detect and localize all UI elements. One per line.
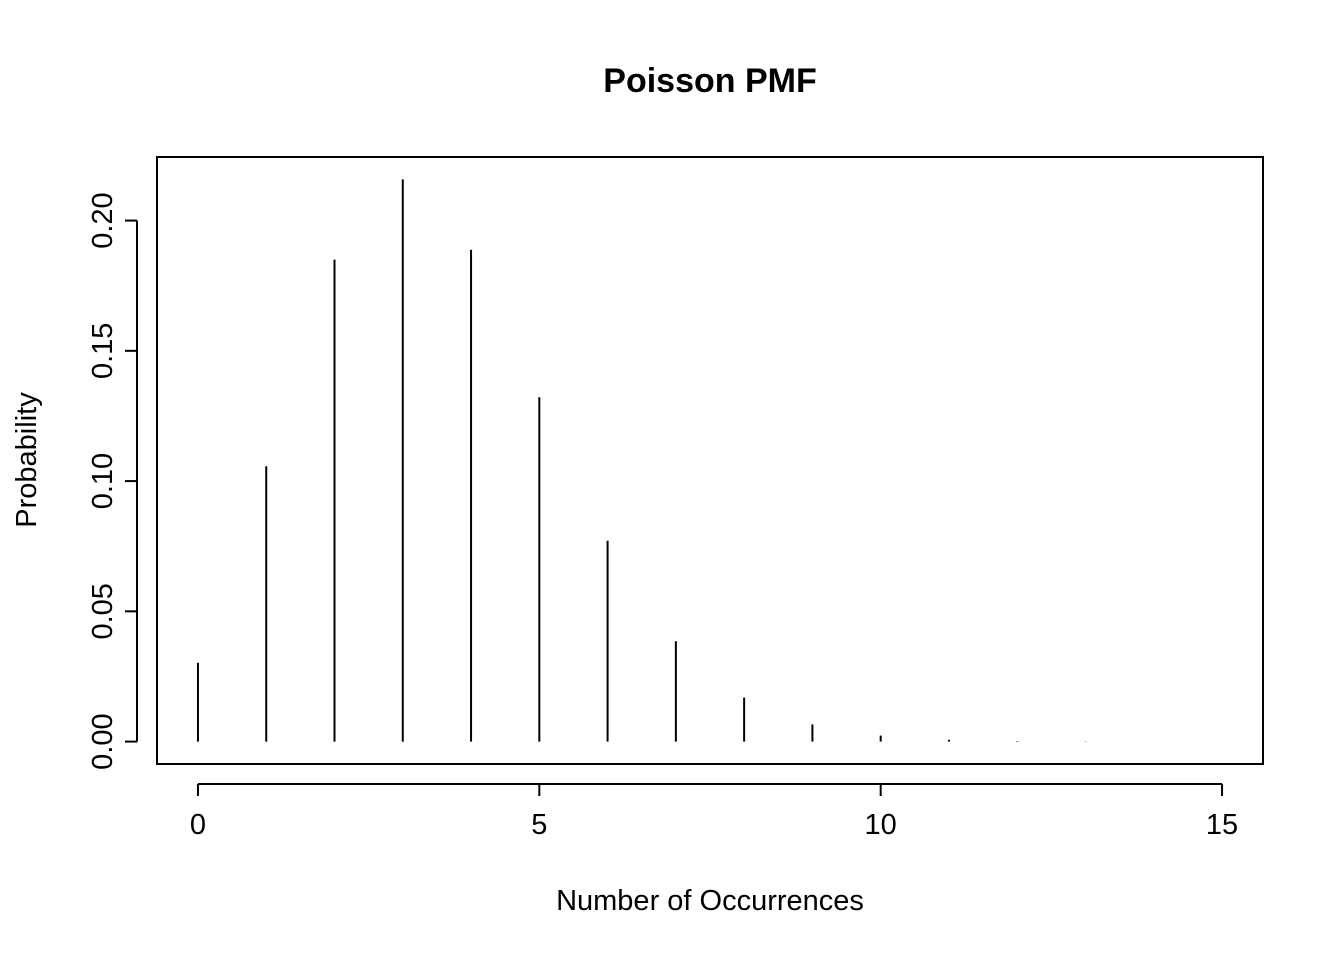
y-tick-label-2: 0.10 <box>87 453 119 509</box>
y-tick-label-1: 0.05 <box>87 583 119 639</box>
x-tick-label-10: 10 <box>865 809 897 841</box>
x-tick-label-15: 15 <box>1206 809 1238 841</box>
y-tick-label-0: 0.00 <box>87 713 119 769</box>
x-tick-label-5: 5 <box>531 809 547 841</box>
y-tick-label-3: 0.15 <box>87 323 119 379</box>
x-axis: 0 5 10 15 <box>190 783 1238 841</box>
y-axis-label: Probability <box>11 392 43 528</box>
x-tick-label-0: 0 <box>190 809 206 841</box>
y-axis: 0.00 0.05 0.10 0.15 0.20 <box>87 192 138 770</box>
plot-frame <box>156 156 1264 765</box>
chart-title: Poisson PMF <box>603 62 816 100</box>
y-tick-label-4: 0.20 <box>87 192 119 248</box>
x-axis-label: Number of Occurrences <box>556 885 864 917</box>
bars-group <box>196 179 1087 742</box>
